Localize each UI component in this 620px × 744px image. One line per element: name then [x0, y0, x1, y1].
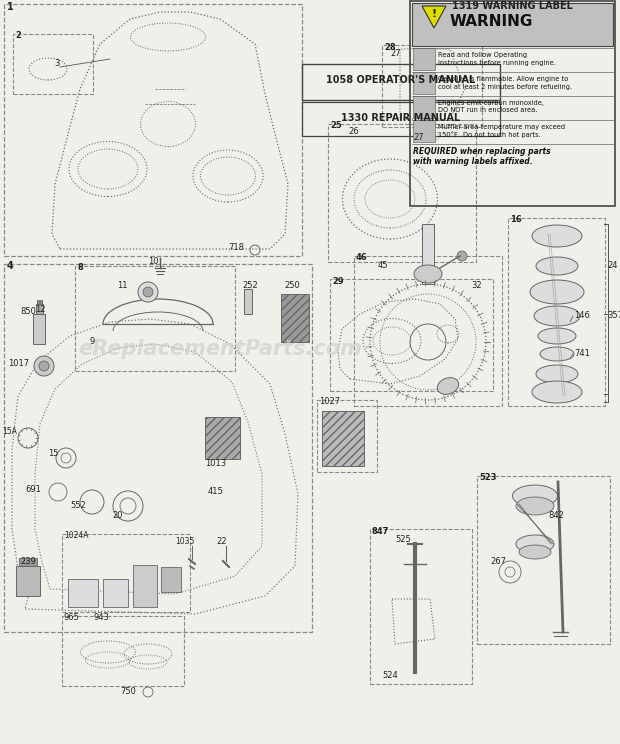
- Text: 15: 15: [48, 449, 58, 458]
- Ellipse shape: [540, 347, 574, 361]
- Ellipse shape: [530, 280, 584, 304]
- Circle shape: [138, 282, 158, 302]
- Circle shape: [143, 287, 153, 297]
- Text: 16: 16: [510, 216, 522, 225]
- Text: 239: 239: [20, 557, 36, 566]
- Text: eReplacementParts.com: eReplacementParts.com: [78, 339, 362, 359]
- Text: 1013: 1013: [205, 460, 226, 469]
- Text: 415: 415: [208, 487, 224, 496]
- Text: 20: 20: [112, 512, 123, 521]
- Bar: [412, 3, 613, 46]
- Bar: [133, 565, 157, 607]
- Text: 1058 OPERATOR'S MANUAL: 1058 OPERATOR'S MANUAL: [326, 75, 476, 85]
- Ellipse shape: [534, 306, 580, 326]
- Text: 1330 REPAIR MANUAL: 1330 REPAIR MANUAL: [342, 113, 461, 123]
- Text: 691: 691: [25, 484, 41, 493]
- Bar: [16, 566, 40, 596]
- Bar: [422, 224, 434, 284]
- Bar: [37, 300, 42, 304]
- Text: 1319 WARNING LABEL: 1319 WARNING LABEL: [451, 1, 572, 11]
- Polygon shape: [422, 6, 446, 28]
- Text: 27: 27: [413, 132, 423, 141]
- Text: 1027: 1027: [319, 397, 340, 406]
- Text: 718: 718: [228, 243, 244, 252]
- Text: 2: 2: [15, 31, 21, 40]
- Text: 8: 8: [77, 263, 82, 272]
- Bar: [413, 72, 435, 94]
- Circle shape: [457, 251, 467, 261]
- Ellipse shape: [516, 497, 554, 515]
- Text: Read and follow Operating
Instructions before running engine.: Read and follow Operating Instructions b…: [438, 53, 556, 65]
- Text: 29: 29: [332, 277, 343, 286]
- Text: 252: 252: [242, 281, 258, 290]
- Ellipse shape: [513, 485, 557, 507]
- Text: REQUIRED when replacing parts
with warning labels affixed.: REQUIRED when replacing parts with warni…: [413, 147, 551, 167]
- Text: 12: 12: [35, 304, 45, 313]
- Text: WARNING: WARNING: [450, 14, 533, 30]
- Text: 27: 27: [390, 50, 401, 59]
- Text: Gasoline is flammable. Allow engine to
cool at least 2 minutes before refueling.: Gasoline is flammable. Allow engine to c…: [438, 77, 572, 89]
- Ellipse shape: [536, 365, 578, 383]
- Bar: [322, 411, 364, 466]
- Bar: [36, 304, 43, 314]
- Text: 25: 25: [330, 121, 342, 130]
- Text: 847: 847: [372, 527, 389, 536]
- Ellipse shape: [437, 378, 459, 394]
- Text: 26: 26: [348, 127, 358, 136]
- Text: 1035: 1035: [175, 537, 195, 547]
- Text: 943: 943: [94, 614, 110, 623]
- Text: !: !: [432, 9, 436, 19]
- Text: 15A: 15A: [2, 428, 17, 437]
- Circle shape: [39, 361, 49, 371]
- Ellipse shape: [516, 535, 554, 553]
- Bar: [68, 579, 98, 607]
- Text: 750: 750: [120, 687, 136, 696]
- Text: 9: 9: [90, 336, 95, 345]
- Text: 552: 552: [70, 501, 86, 510]
- Ellipse shape: [519, 545, 551, 559]
- Bar: [413, 96, 435, 118]
- Bar: [205, 417, 240, 459]
- Text: 28: 28: [384, 42, 396, 51]
- Text: 523: 523: [479, 473, 497, 483]
- Bar: [413, 48, 435, 70]
- Text: Muffler area temperature may exceed
150°F.  Do not touch hot parts.: Muffler area temperature may exceed 150°…: [438, 124, 565, 138]
- Ellipse shape: [532, 225, 582, 247]
- Text: 741: 741: [574, 350, 590, 359]
- Ellipse shape: [538, 328, 576, 344]
- Text: 22: 22: [216, 537, 226, 547]
- Text: 357: 357: [607, 312, 620, 321]
- Bar: [103, 579, 128, 607]
- Ellipse shape: [532, 381, 582, 403]
- Text: 46: 46: [356, 254, 368, 263]
- Text: 965: 965: [64, 614, 80, 623]
- Text: 267: 267: [490, 557, 506, 566]
- Bar: [19, 558, 37, 566]
- Text: 525: 525: [395, 534, 410, 544]
- Text: 146: 146: [574, 312, 590, 321]
- Bar: [33, 314, 45, 344]
- Text: 1017: 1017: [8, 359, 29, 368]
- Text: 45: 45: [378, 261, 389, 271]
- Text: 24: 24: [607, 261, 618, 271]
- Bar: [413, 120, 435, 142]
- Text: Engines emit carbon monoxide,
DO NOT run in enclosed area.: Engines emit carbon monoxide, DO NOT run…: [438, 100, 544, 114]
- Ellipse shape: [536, 257, 578, 275]
- Text: 524: 524: [382, 672, 398, 681]
- Bar: [281, 294, 309, 342]
- Ellipse shape: [414, 265, 442, 283]
- Text: 250: 250: [284, 281, 299, 290]
- Text: 11: 11: [117, 281, 128, 290]
- Text: 4: 4: [7, 261, 14, 271]
- Text: 850: 850: [20, 307, 36, 316]
- Text: 10: 10: [148, 257, 159, 266]
- Text: 1024A: 1024A: [64, 531, 89, 540]
- Text: 32: 32: [471, 281, 482, 290]
- Circle shape: [34, 356, 54, 376]
- Text: 3: 3: [54, 60, 60, 68]
- Text: 842: 842: [548, 512, 564, 521]
- Bar: [161, 567, 181, 592]
- Bar: [244, 289, 252, 314]
- Text: 1: 1: [7, 2, 14, 12]
